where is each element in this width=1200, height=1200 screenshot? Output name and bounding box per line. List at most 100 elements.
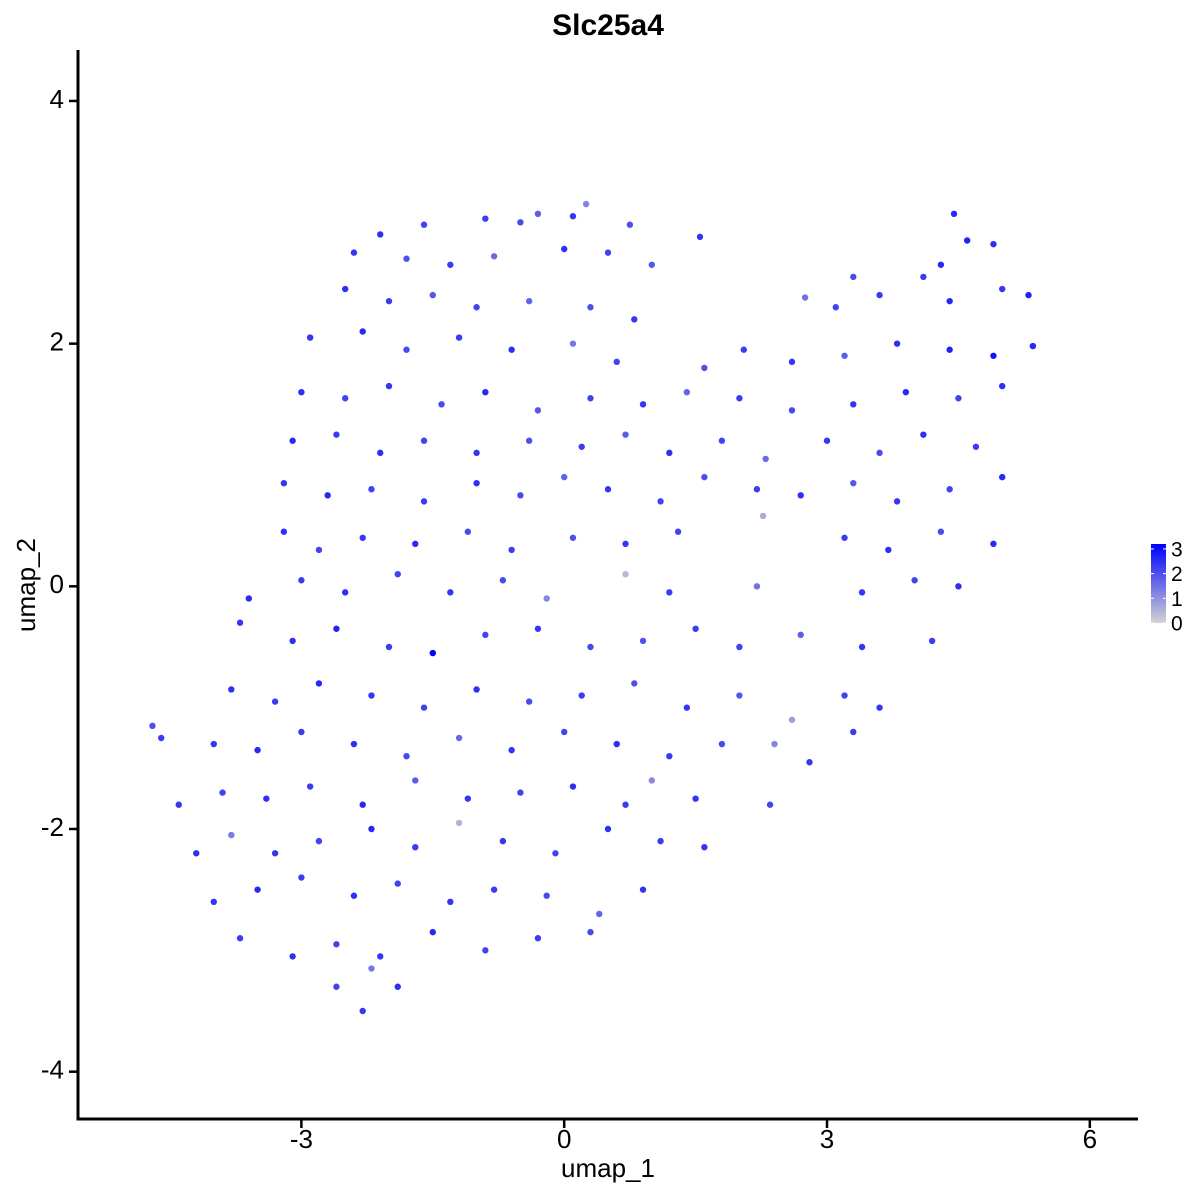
- point: [228, 686, 235, 693]
- point: [999, 473, 1006, 481]
- point: [963, 237, 971, 244]
- point: [578, 443, 585, 450]
- point: [473, 304, 480, 311]
- point: [596, 910, 603, 918]
- point: [955, 583, 962, 590]
- point: [674, 528, 682, 535]
- point: [631, 680, 638, 687]
- point: [920, 273, 927, 281]
- point: [359, 534, 366, 541]
- point: [280, 528, 288, 535]
- point: [534, 210, 542, 218]
- point: [534, 935, 542, 942]
- point: [482, 631, 489, 639]
- x-tick-label: -3: [290, 1124, 313, 1154]
- point: [333, 983, 340, 990]
- point: [420, 221, 428, 228]
- point: [622, 540, 629, 548]
- point: [911, 577, 918, 584]
- point: [359, 801, 366, 808]
- point: [333, 941, 340, 948]
- point: [797, 631, 804, 639]
- x-tick-label: 6: [1083, 1124, 1097, 1154]
- point: [648, 261, 656, 268]
- point: [499, 837, 507, 845]
- point: [771, 740, 778, 748]
- point: [937, 528, 945, 535]
- point: [850, 479, 857, 487]
- point: [666, 752, 673, 760]
- point: [639, 886, 647, 893]
- point: [289, 953, 296, 960]
- y-tick-label: 0: [50, 569, 64, 599]
- colorbar-label: 3: [1171, 538, 1183, 561]
- point: [447, 261, 454, 268]
- point: [631, 316, 638, 323]
- point: [420, 437, 428, 444]
- point: [306, 783, 314, 790]
- point: [517, 789, 524, 796]
- point: [788, 358, 796, 366]
- point: [254, 746, 261, 754]
- point: [350, 740, 358, 748]
- point: [394, 880, 401, 887]
- point: [560, 728, 568, 736]
- point: [412, 777, 419, 784]
- point: [788, 407, 796, 414]
- point: [766, 801, 774, 808]
- point: [385, 643, 393, 651]
- point: [412, 540, 419, 548]
- point: [263, 795, 270, 802]
- point: [639, 637, 647, 645]
- point: [955, 395, 962, 402]
- point: [696, 233, 704, 241]
- point: [385, 297, 393, 305]
- point: [569, 534, 577, 541]
- point: [368, 486, 375, 493]
- point: [622, 570, 629, 578]
- point: [666, 589, 673, 596]
- point: [473, 449, 480, 457]
- point: [298, 728, 305, 736]
- point: [999, 285, 1006, 293]
- point: [219, 789, 226, 796]
- point: [626, 221, 634, 228]
- point: [420, 704, 428, 711]
- point: [455, 819, 463, 827]
- point: [359, 1007, 366, 1015]
- point: [587, 928, 594, 936]
- point: [876, 291, 883, 299]
- point: [582, 200, 590, 208]
- point: [254, 886, 261, 893]
- point: [736, 395, 743, 402]
- point: [271, 850, 279, 857]
- point: [482, 388, 489, 396]
- point: [587, 304, 594, 311]
- point: [920, 431, 927, 438]
- point: [683, 704, 691, 711]
- colorbar-label: 1: [1171, 588, 1183, 611]
- point: [482, 215, 489, 222]
- point: [841, 534, 848, 541]
- point: [534, 625, 542, 632]
- point: [885, 546, 892, 554]
- point: [499, 577, 507, 584]
- point: [736, 692, 743, 699]
- point: [806, 759, 813, 766]
- point: [508, 746, 515, 754]
- point: [1029, 342, 1037, 350]
- point: [333, 431, 340, 438]
- point: [236, 935, 244, 942]
- point: [429, 928, 436, 936]
- point: [587, 395, 594, 402]
- y-tick-label: -2: [41, 812, 64, 842]
- point: [341, 395, 349, 402]
- point: [412, 843, 419, 851]
- point: [368, 965, 375, 972]
- colorbar: [1151, 544, 1166, 623]
- point: [950, 210, 958, 218]
- point: [245, 595, 253, 602]
- point: [341, 589, 349, 596]
- point: [315, 546, 323, 554]
